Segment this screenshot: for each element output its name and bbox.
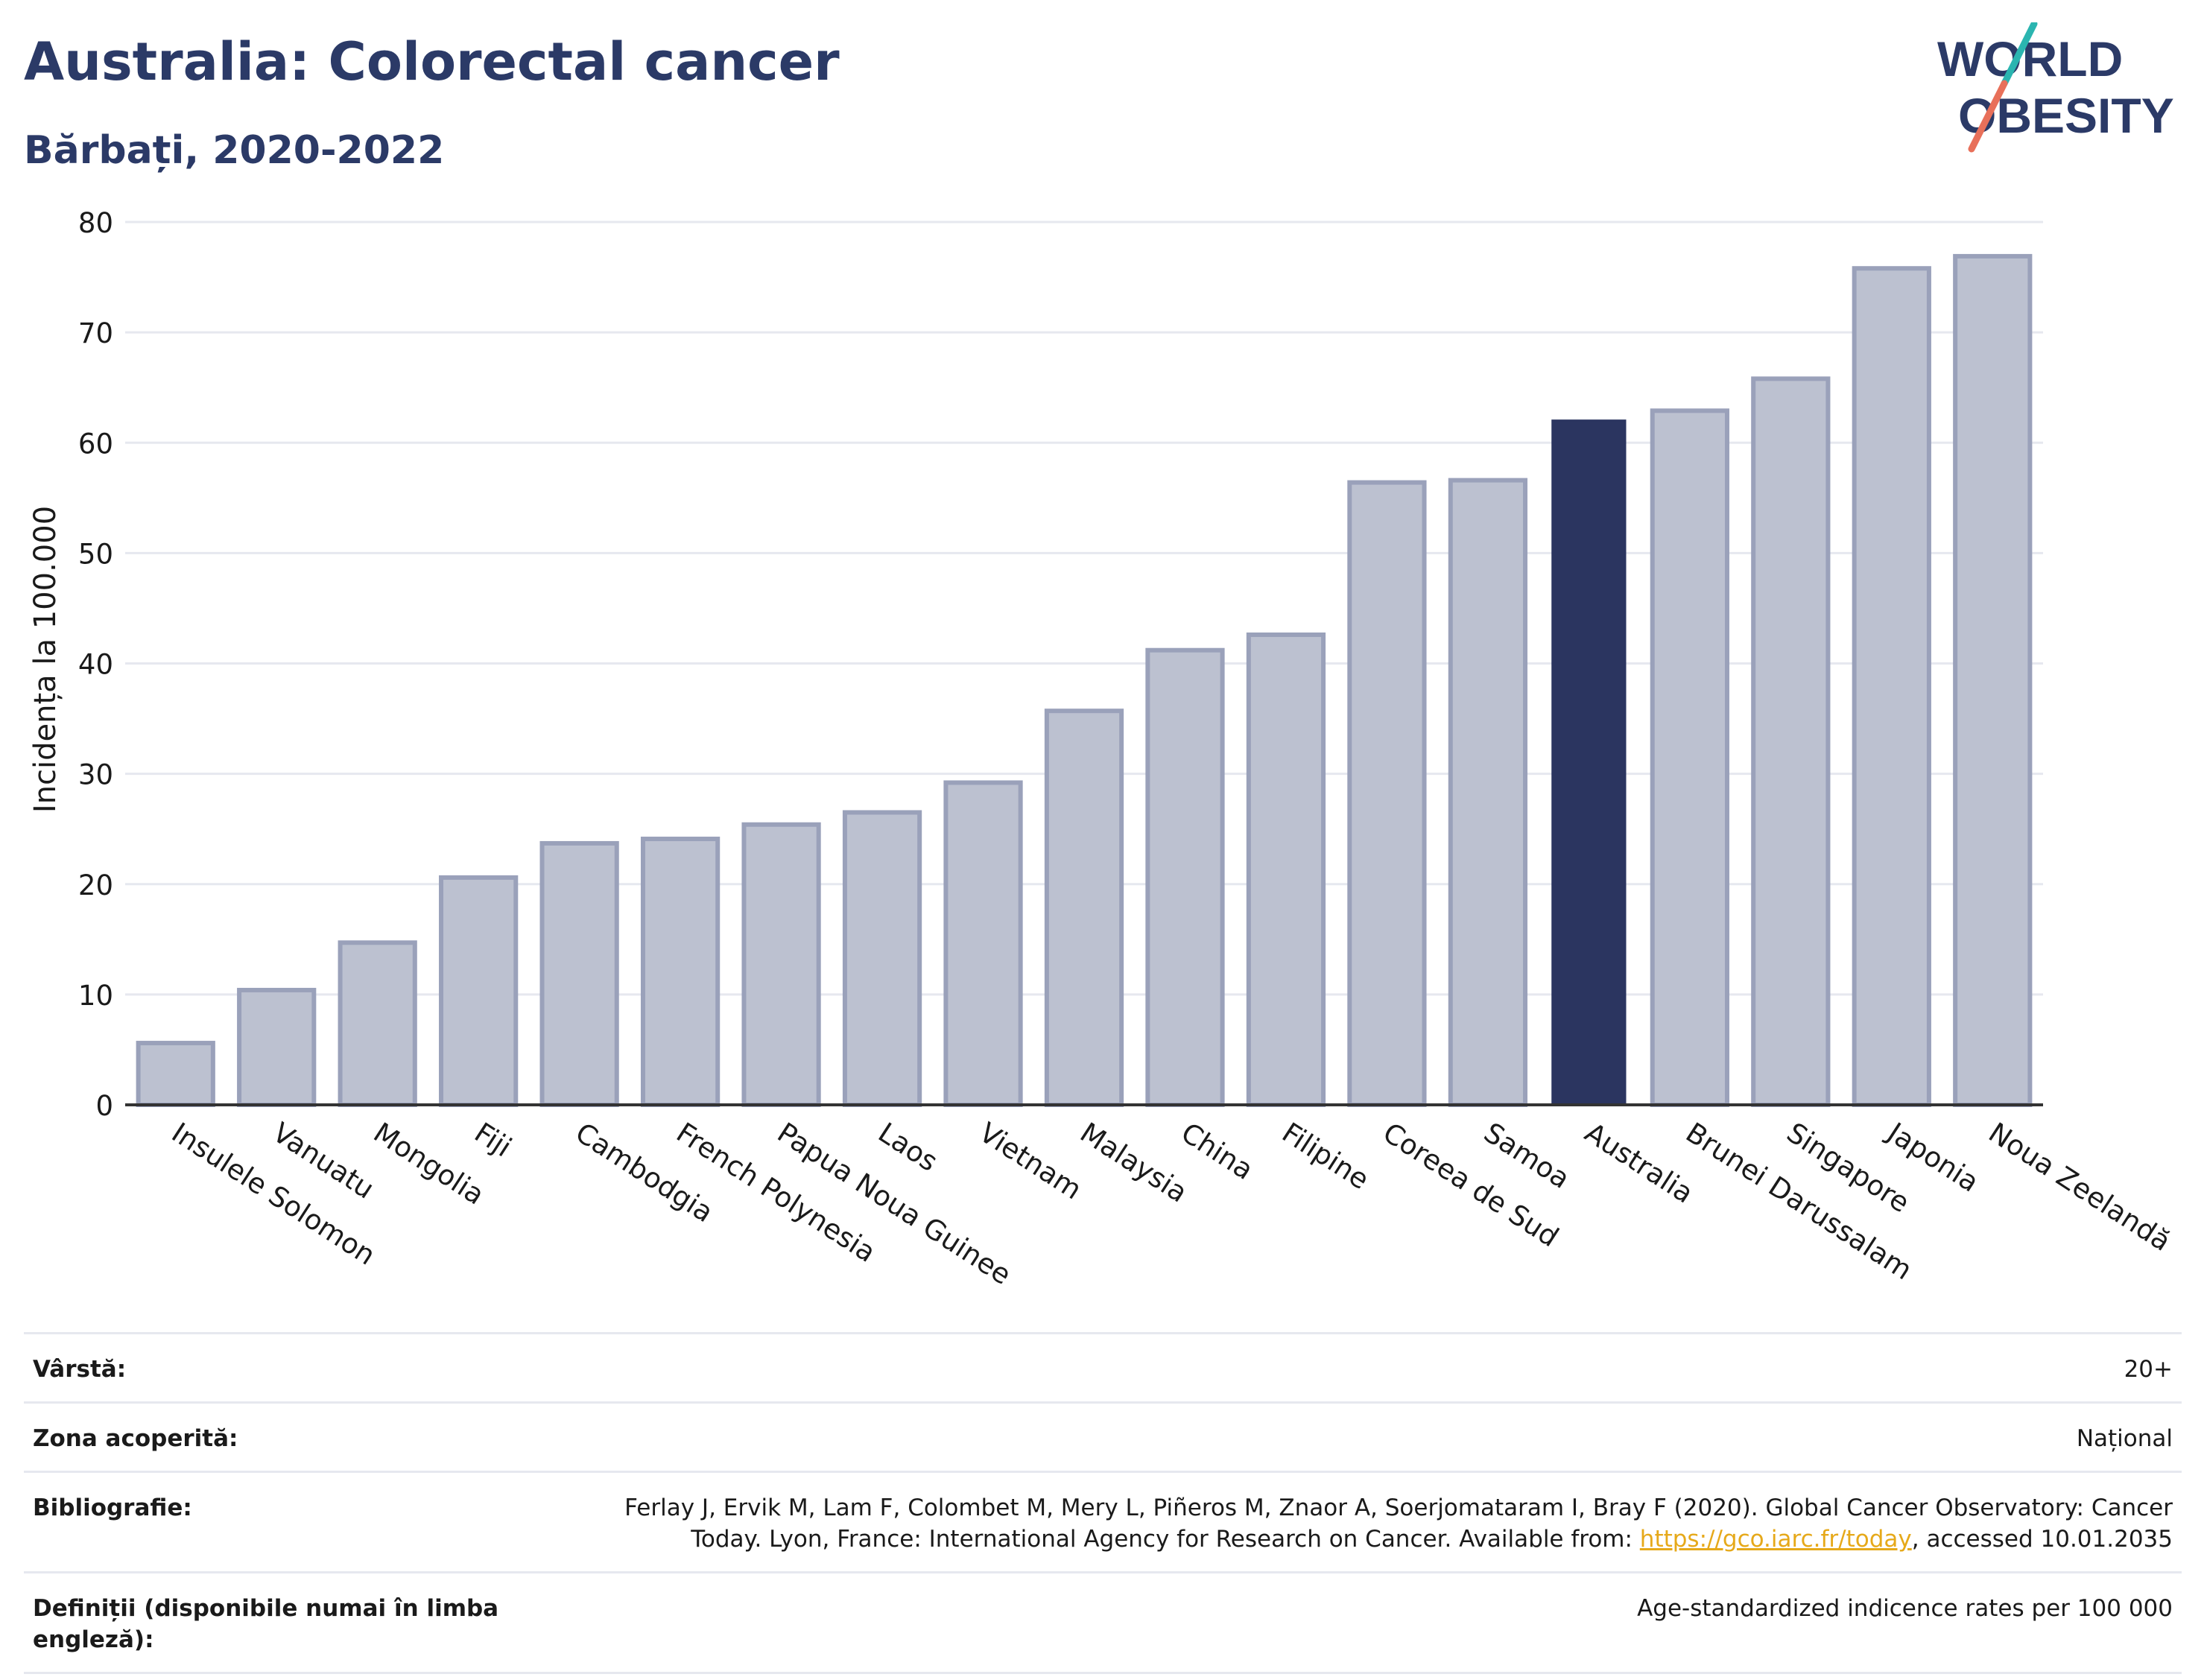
info-value-coverage: Național [2076, 1425, 2173, 1452]
bar [539, 840, 619, 1107]
x-tick-label: Australia [1579, 1116, 1699, 1209]
bar [1650, 408, 1729, 1107]
info-value-age: 20+ [2124, 1356, 2173, 1383]
x-tick-label: Vietnam [974, 1116, 1088, 1205]
x-tick-label: China [1176, 1116, 1259, 1186]
y-axis-label: Incidența la 100.000 [28, 506, 63, 813]
y-tick-label: 70 [78, 317, 113, 349]
bar [1145, 647, 1225, 1107]
y-tick-label: 60 [78, 428, 113, 460]
logo-word-world: WORLD [1937, 31, 2123, 86]
bar [1953, 253, 2033, 1108]
bar [741, 822, 821, 1107]
bar [1246, 632, 1326, 1107]
bar [1751, 376, 1831, 1107]
bar [1448, 478, 1528, 1107]
bar [338, 940, 417, 1107]
chart-title: Australia: Colorectal cancer [24, 31, 840, 92]
y-tick-label: 20 [78, 869, 113, 901]
info-row-definitions: Definiții (disponibile numai în limba en… [24, 1571, 2182, 1674]
x-tick-label: Filipine [1276, 1116, 1375, 1196]
bibliography-text: Ferlay J, Ervik M, Lam F, Colombet M, Me… [624, 1494, 2173, 1553]
chart-subtitle: Bărbați, 2020-2022 [24, 128, 445, 173]
y-tick-label: 10 [78, 980, 113, 1012]
info-label-definitions: Definiții (disponibile numai în limba en… [33, 1595, 499, 1653]
bar [1044, 709, 1124, 1107]
x-tick-label: Coreea de Sud [1378, 1116, 1565, 1253]
x-tick-label: Mongolia [368, 1116, 490, 1211]
bar [842, 810, 922, 1107]
y-tick-label: 40 [78, 649, 113, 681]
info-value-bibliography: Ferlay J, Ervik M, Lam F, Colombet M, Me… [569, 1492, 2173, 1555]
bar [439, 875, 519, 1108]
y-tick-label: 80 [78, 207, 113, 239]
info-row-coverage: Zona acoperită: Național [24, 1401, 2182, 1471]
bar [1347, 480, 1427, 1107]
logo-slash-coral [1968, 80, 2008, 153]
bar [943, 780, 1023, 1107]
bar [136, 1041, 215, 1108]
x-tick-label: Laos [873, 1116, 943, 1177]
info-table: Vârstă: 20+ Zona acoperită: Național Bib… [24, 1332, 2182, 1674]
info-label-coverage: Zona acoperită: [33, 1425, 238, 1452]
y-tick-label: 30 [78, 759, 113, 791]
info-label-age: Vârstă: [33, 1356, 127, 1383]
bar [1852, 266, 1931, 1107]
logo-slash-teal [2001, 22, 2038, 87]
info-label-bibliography: Bibliografie: [33, 1494, 192, 1521]
bar [640, 837, 721, 1108]
bars [136, 253, 2033, 1108]
y-tick-label: 50 [78, 538, 113, 570]
bar-highlight [1551, 419, 1627, 1105]
y-tick-label: 0 [95, 1090, 113, 1122]
x-tick-label: Noua Zeelandă [1983, 1116, 2176, 1257]
info-row-bibliography: Bibliografie: Ferlay J, Ervik M, Lam F, … [24, 1471, 2182, 1571]
info-row-age: Vârstă: 20+ [24, 1332, 2182, 1401]
bibliography-accessed: , accessed 10.01.2035 [1911, 1526, 2173, 1553]
info-value-definitions: Age-standardized indicence rates per 100… [1637, 1595, 2173, 1622]
x-tick-label: Fiji [469, 1116, 517, 1163]
x-tick-label: Malaysia [1074, 1116, 1193, 1208]
bibliography-link[interactable]: https://gco.iarc.fr/today [1639, 1526, 1912, 1553]
bar [237, 987, 317, 1107]
world-obesity-logo: WORLD OBESITY [1937, 22, 2174, 153]
